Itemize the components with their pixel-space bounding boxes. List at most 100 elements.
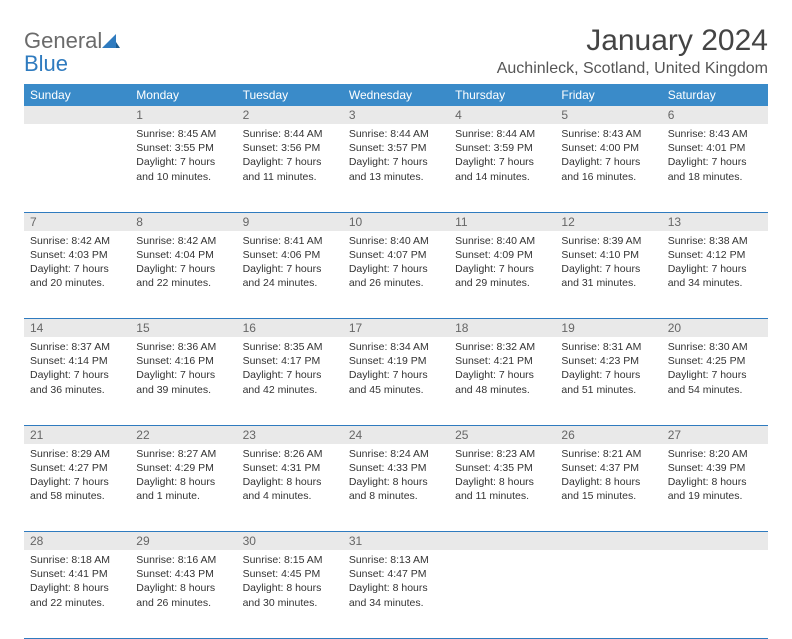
sunrise-text: Sunrise: 8:26 AM [243, 447, 337, 461]
day-number-cell: 18 [449, 319, 555, 338]
day-details: Sunrise: 8:31 AMSunset: 4:23 PMDaylight:… [555, 337, 661, 403]
day-cell: Sunrise: 8:27 AMSunset: 4:29 PMDaylight:… [130, 444, 236, 532]
sunrise-text: Sunrise: 8:43 AM [561, 127, 655, 141]
day-number-cell [555, 532, 661, 551]
day-details: Sunrise: 8:35 AMSunset: 4:17 PMDaylight:… [237, 337, 343, 403]
sunrise-text: Sunrise: 8:29 AM [30, 447, 124, 461]
day-number-cell: 5 [555, 106, 661, 124]
logo-text-blue: Blue [24, 51, 68, 76]
daylight-text: Daylight: 7 hours and 31 minutes. [561, 262, 655, 290]
day-cell: Sunrise: 8:23 AMSunset: 4:35 PMDaylight:… [449, 444, 555, 532]
sunrise-text: Sunrise: 8:18 AM [30, 553, 124, 567]
daylight-text: Daylight: 7 hours and 13 minutes. [349, 155, 443, 183]
sunrise-text: Sunrise: 8:44 AM [455, 127, 549, 141]
day-header: Monday [130, 84, 236, 106]
sunrise-text: Sunrise: 8:32 AM [455, 340, 549, 354]
day-details: Sunrise: 8:44 AMSunset: 3:59 PMDaylight:… [449, 124, 555, 190]
day-cell: Sunrise: 8:45 AMSunset: 3:55 PMDaylight:… [130, 124, 236, 212]
day-details: Sunrise: 8:43 AMSunset: 4:01 PMDaylight:… [662, 124, 768, 190]
day-number-cell: 4 [449, 106, 555, 124]
day-number-cell [449, 532, 555, 551]
daylight-text: Daylight: 7 hours and 51 minutes. [561, 368, 655, 396]
day-number-cell: 29 [130, 532, 236, 551]
sunrise-text: Sunrise: 8:21 AM [561, 447, 655, 461]
day-details: Sunrise: 8:29 AMSunset: 4:27 PMDaylight:… [24, 444, 130, 510]
daylight-text: Daylight: 8 hours and 22 minutes. [30, 581, 124, 609]
daylight-text: Daylight: 7 hours and 34 minutes. [668, 262, 762, 290]
day-number: 7 [24, 213, 130, 231]
week-row: Sunrise: 8:42 AMSunset: 4:03 PMDaylight:… [24, 231, 768, 319]
day-cell: Sunrise: 8:18 AMSunset: 4:41 PMDaylight:… [24, 550, 130, 638]
sunset-text: Sunset: 3:56 PM [243, 141, 337, 155]
day-number-cell: 9 [237, 212, 343, 231]
sunset-text: Sunset: 3:55 PM [136, 141, 230, 155]
day-number-cell: 12 [555, 212, 661, 231]
day-details: Sunrise: 8:44 AMSunset: 3:56 PMDaylight:… [237, 124, 343, 190]
day-cell: Sunrise: 8:41 AMSunset: 4:06 PMDaylight:… [237, 231, 343, 319]
daylight-text: Daylight: 7 hours and 39 minutes. [136, 368, 230, 396]
sunset-text: Sunset: 4:43 PM [136, 567, 230, 581]
sunrise-text: Sunrise: 8:27 AM [136, 447, 230, 461]
day-cell: Sunrise: 8:37 AMSunset: 4:14 PMDaylight:… [24, 337, 130, 425]
day-number: 29 [130, 532, 236, 550]
sunset-text: Sunset: 4:23 PM [561, 354, 655, 368]
sunrise-text: Sunrise: 8:45 AM [136, 127, 230, 141]
daylight-text: Daylight: 8 hours and 11 minutes. [455, 475, 549, 503]
day-header: Thursday [449, 84, 555, 106]
day-cell: Sunrise: 8:32 AMSunset: 4:21 PMDaylight:… [449, 337, 555, 425]
day-number: 18 [449, 319, 555, 337]
day-details: Sunrise: 8:23 AMSunset: 4:35 PMDaylight:… [449, 444, 555, 510]
sunset-text: Sunset: 4:29 PM [136, 461, 230, 475]
day-number: 3 [343, 106, 449, 124]
daylight-text: Daylight: 8 hours and 4 minutes. [243, 475, 337, 503]
day-number-cell: 1 [130, 106, 236, 124]
day-number: 31 [343, 532, 449, 550]
day-number-cell: 7 [24, 212, 130, 231]
day-number-cell: 22 [130, 425, 236, 444]
month-title: January 2024 [497, 24, 768, 58]
day-cell: Sunrise: 8:42 AMSunset: 4:03 PMDaylight:… [24, 231, 130, 319]
day-cell: Sunrise: 8:42 AMSunset: 4:04 PMDaylight:… [130, 231, 236, 319]
day-cell: Sunrise: 8:38 AMSunset: 4:12 PMDaylight:… [662, 231, 768, 319]
day-details: Sunrise: 8:40 AMSunset: 4:09 PMDaylight:… [449, 231, 555, 297]
sunset-text: Sunset: 4:41 PM [30, 567, 124, 581]
day-number: 14 [24, 319, 130, 337]
sunrise-text: Sunrise: 8:37 AM [30, 340, 124, 354]
location-text: Auchinleck, Scotland, United Kingdom [497, 60, 768, 78]
sunset-text: Sunset: 3:59 PM [455, 141, 549, 155]
daylight-text: Daylight: 8 hours and 19 minutes. [668, 475, 762, 503]
daylight-text: Daylight: 8 hours and 8 minutes. [349, 475, 443, 503]
day-number: 27 [662, 426, 768, 444]
day-number-cell: 23 [237, 425, 343, 444]
sunset-text: Sunset: 4:07 PM [349, 248, 443, 262]
day-cell: Sunrise: 8:24 AMSunset: 4:33 PMDaylight:… [343, 444, 449, 532]
sunrise-text: Sunrise: 8:38 AM [668, 234, 762, 248]
day-number: 24 [343, 426, 449, 444]
sunrise-text: Sunrise: 8:44 AM [349, 127, 443, 141]
day-details: Sunrise: 8:38 AMSunset: 4:12 PMDaylight:… [662, 231, 768, 297]
sunset-text: Sunset: 4:01 PM [668, 141, 762, 155]
logo-text-gray: General [24, 28, 102, 53]
day-details: Sunrise: 8:18 AMSunset: 4:41 PMDaylight:… [24, 550, 130, 616]
daylight-text: Daylight: 7 hours and 26 minutes. [349, 262, 443, 290]
day-number: 1 [130, 106, 236, 124]
sunrise-text: Sunrise: 8:23 AM [455, 447, 549, 461]
daylight-text: Daylight: 7 hours and 16 minutes. [561, 155, 655, 183]
day-details: Sunrise: 8:41 AMSunset: 4:06 PMDaylight:… [237, 231, 343, 297]
day-details: Sunrise: 8:27 AMSunset: 4:29 PMDaylight:… [130, 444, 236, 510]
day-number: 8 [130, 213, 236, 231]
sunset-text: Sunset: 4:47 PM [349, 567, 443, 581]
day-number: 19 [555, 319, 661, 337]
day-cell: Sunrise: 8:30 AMSunset: 4:25 PMDaylight:… [662, 337, 768, 425]
day-cell: Sunrise: 8:44 AMSunset: 3:57 PMDaylight:… [343, 124, 449, 212]
day-details: Sunrise: 8:42 AMSunset: 4:04 PMDaylight:… [130, 231, 236, 297]
logo: General Blue [24, 24, 120, 76]
day-number-cell: 20 [662, 319, 768, 338]
week-row: Sunrise: 8:37 AMSunset: 4:14 PMDaylight:… [24, 337, 768, 425]
sunrise-text: Sunrise: 8:44 AM [243, 127, 337, 141]
day-cell: Sunrise: 8:13 AMSunset: 4:47 PMDaylight:… [343, 550, 449, 638]
sunset-text: Sunset: 4:17 PM [243, 354, 337, 368]
day-number: 2 [237, 106, 343, 124]
week-row: Sunrise: 8:29 AMSunset: 4:27 PMDaylight:… [24, 444, 768, 532]
day-number-cell: 19 [555, 319, 661, 338]
